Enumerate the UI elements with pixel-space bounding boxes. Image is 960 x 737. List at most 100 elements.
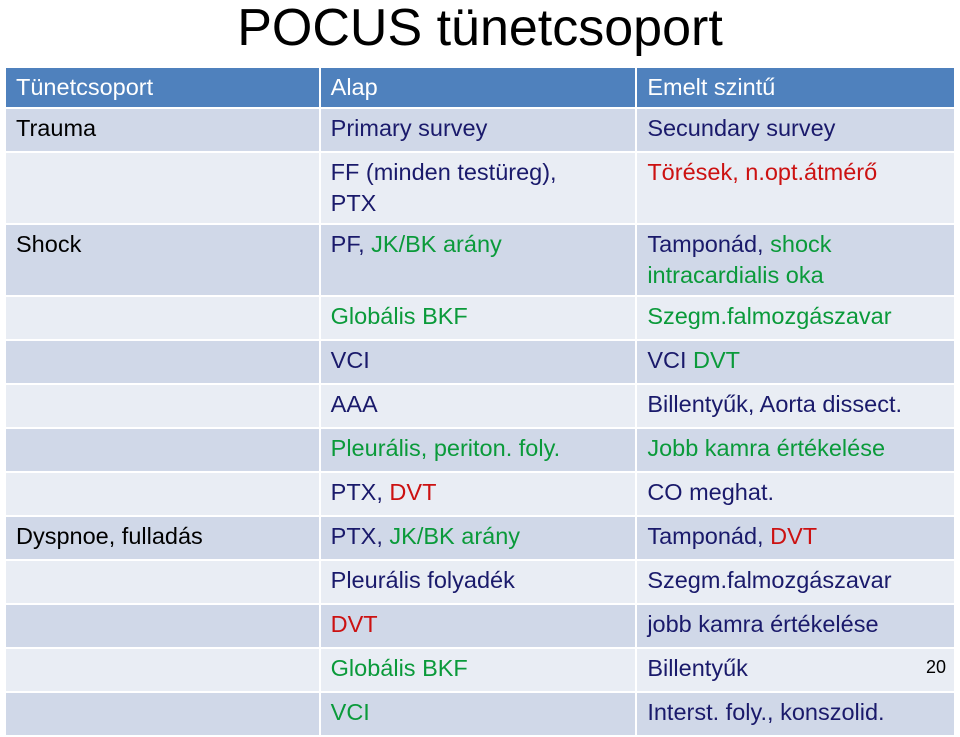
text-run: Globális BKF: [330, 655, 468, 681]
text-run: PF,: [330, 231, 365, 257]
header-cell: Tünetcsoport: [6, 68, 319, 107]
cell-line: Dyspnoe, fulladás: [16, 521, 311, 552]
text-run: Dyspnoe, fulladás: [16, 523, 203, 549]
table-row: Globális BKF Billentyűk: [6, 649, 954, 691]
text-run: DVT: [686, 347, 741, 373]
table-cell: VCI: [320, 341, 636, 383]
header-cell: Emelt szintű: [637, 68, 954, 107]
table-row: AAA Billentyűk, Aorta dissect.: [6, 385, 954, 427]
text-run: DVT: [763, 523, 818, 549]
text-run: Tamponád,: [647, 231, 764, 257]
text-run: Trauma: [16, 115, 97, 141]
text-run: Interst. foly., konszolid.: [647, 699, 885, 725]
table-cell: PF, JK/BK arány: [320, 225, 636, 295]
cell-line: VCI DVT: [647, 345, 946, 376]
table-cell: [6, 693, 319, 735]
cell-line: PTX, DVT: [331, 477, 628, 508]
text-run: VCI: [330, 699, 370, 725]
cell-line: Törések, n.opt.átmérő: [647, 157, 946, 188]
text-run: Billentyűk: [647, 655, 748, 681]
cell-line: VCI: [331, 345, 628, 376]
table-cell: CO meghat.: [637, 473, 954, 515]
table-cell: Pleurális folyadék: [320, 561, 636, 603]
table-row: FF (minden testüreg), PTX Törések, n.opt.á…: [6, 153, 954, 223]
text-run: Pleurális, periton. foly.: [330, 435, 561, 461]
text-run: JK/BK arány: [382, 523, 521, 549]
cell-line: Billentyűk: [647, 653, 946, 684]
table-cell: [6, 153, 319, 223]
cell-line: PF, JK/BK arány: [331, 229, 628, 260]
slide-title: POCUS tünetcsoport: [237, 0, 723, 57]
text-run: PTX: [330, 190, 377, 216]
cell-line: Shock: [16, 229, 311, 260]
table-cell: VCI DVT: [637, 341, 954, 383]
cell-line: DVT: [331, 609, 628, 640]
text-run: AAA: [330, 391, 378, 417]
table-cell: Törések, n.opt.átmérő: [637, 153, 954, 223]
text-run: DVT: [330, 611, 378, 637]
table-cell: Interst. foly., konszolid.: [637, 693, 954, 735]
cell-line: FF (minden testüreg),: [331, 157, 628, 188]
table-row: Dyspnoe, fulladás PTX, JK/BK arány Tamponá…: [6, 517, 954, 559]
table-cell: [6, 473, 319, 515]
table-row: PTX, DVT CO meghat.: [6, 473, 954, 515]
text-run: jobb kamra értékelése: [647, 611, 879, 637]
cell-line: PTX: [331, 188, 628, 219]
table-cell: Szegm.falmozgászavar: [637, 297, 954, 339]
cell-line: Globális BKF: [331, 301, 628, 332]
cell-line: Tamponád, DVT: [647, 521, 946, 552]
table-row: VCI Interst. foly., konszolid.: [6, 693, 954, 735]
text-run: Shock: [16, 231, 82, 257]
table-row: Trauma Primary survey Secundary survey: [6, 109, 954, 151]
table-cell: Dyspnoe, fulladás: [6, 517, 319, 559]
text-run: PTX,: [330, 523, 383, 549]
header-cell: Alap: [320, 68, 636, 107]
cell-line: VCI: [331, 697, 628, 728]
text-run: Szegm.falmozgászavar: [647, 567, 892, 593]
cell-line: Trauma: [16, 113, 311, 144]
text-run: PTX,: [330, 479, 383, 505]
text-run: FF (minden testüreg),: [330, 159, 557, 185]
cell-line: jobb kamra értékelése: [647, 609, 946, 640]
table-body: Trauma Primary survey Secundary survey FF (…: [6, 109, 954, 735]
table-cell: VCI: [320, 693, 636, 735]
text-run: Törések, n.opt.átmérő: [647, 159, 878, 185]
table-cell: Pleurális, periton. foly.: [320, 429, 636, 471]
table-cell: Jobb kamra értékelése: [637, 429, 954, 471]
cell-line: Pleurális folyadék: [331, 565, 628, 596]
cell-line: Szegm.falmozgászavar: [647, 301, 946, 332]
table: Tünetcsoport Alap Emelt szintű Trauma Prima…: [4, 66, 956, 737]
cell-line: Jobb kamra értékelése: [647, 433, 946, 464]
text-run: VCI: [647, 347, 687, 373]
text-run: Billentyűk, Aorta dissect.: [647, 391, 903, 417]
table-cell: [6, 429, 319, 471]
table-cell: Billentyűk, Aorta dissect.: [637, 385, 954, 427]
header-row: Tünetcsoport Alap Emelt szintű: [6, 68, 954, 107]
cell-line: AAA: [331, 389, 628, 420]
table-row: Shock PF, JK/BK arány Tamponád, shock intra…: [6, 225, 954, 295]
table-cell: [6, 341, 319, 383]
text-run: JK/BK arány: [364, 231, 502, 257]
table-cell: Primary survey: [320, 109, 636, 151]
table-cell: jobb kamra értékelése: [637, 605, 954, 647]
table-cell: Secundary survey: [637, 109, 954, 151]
text-run: Primary survey: [330, 115, 488, 141]
text-run: CO meghat.: [647, 479, 775, 505]
table-row: Globális BKF Szegm.falmozgászavar: [6, 297, 954, 339]
table-cell: Globális BKF: [320, 297, 636, 339]
table-cell: [6, 297, 319, 339]
table-cell: DVT: [320, 605, 636, 647]
text-run: Secundary survey: [647, 115, 836, 141]
text-run: VCI: [330, 347, 370, 373]
table-cell: [6, 649, 319, 691]
cell-line: Interst. foly., konszolid.: [647, 697, 946, 728]
table-row: Pleurális folyadék Szegm.falmozgászavar: [6, 561, 954, 603]
text-run: Jobb kamra értékelése: [647, 435, 886, 461]
table-cell: Shock: [6, 225, 319, 295]
table-cell: Billentyűk: [637, 649, 954, 691]
table-cell: PTX, JK/BK arány: [320, 517, 636, 559]
table-cell: FF (minden testüreg), PTX: [320, 153, 636, 223]
table-cell: Szegm.falmozgászavar: [637, 561, 954, 603]
table-row: Pleurális, periton. foly. Jobb kamra érté…: [6, 429, 954, 471]
table-row: VCI VCI DVT: [6, 341, 954, 383]
